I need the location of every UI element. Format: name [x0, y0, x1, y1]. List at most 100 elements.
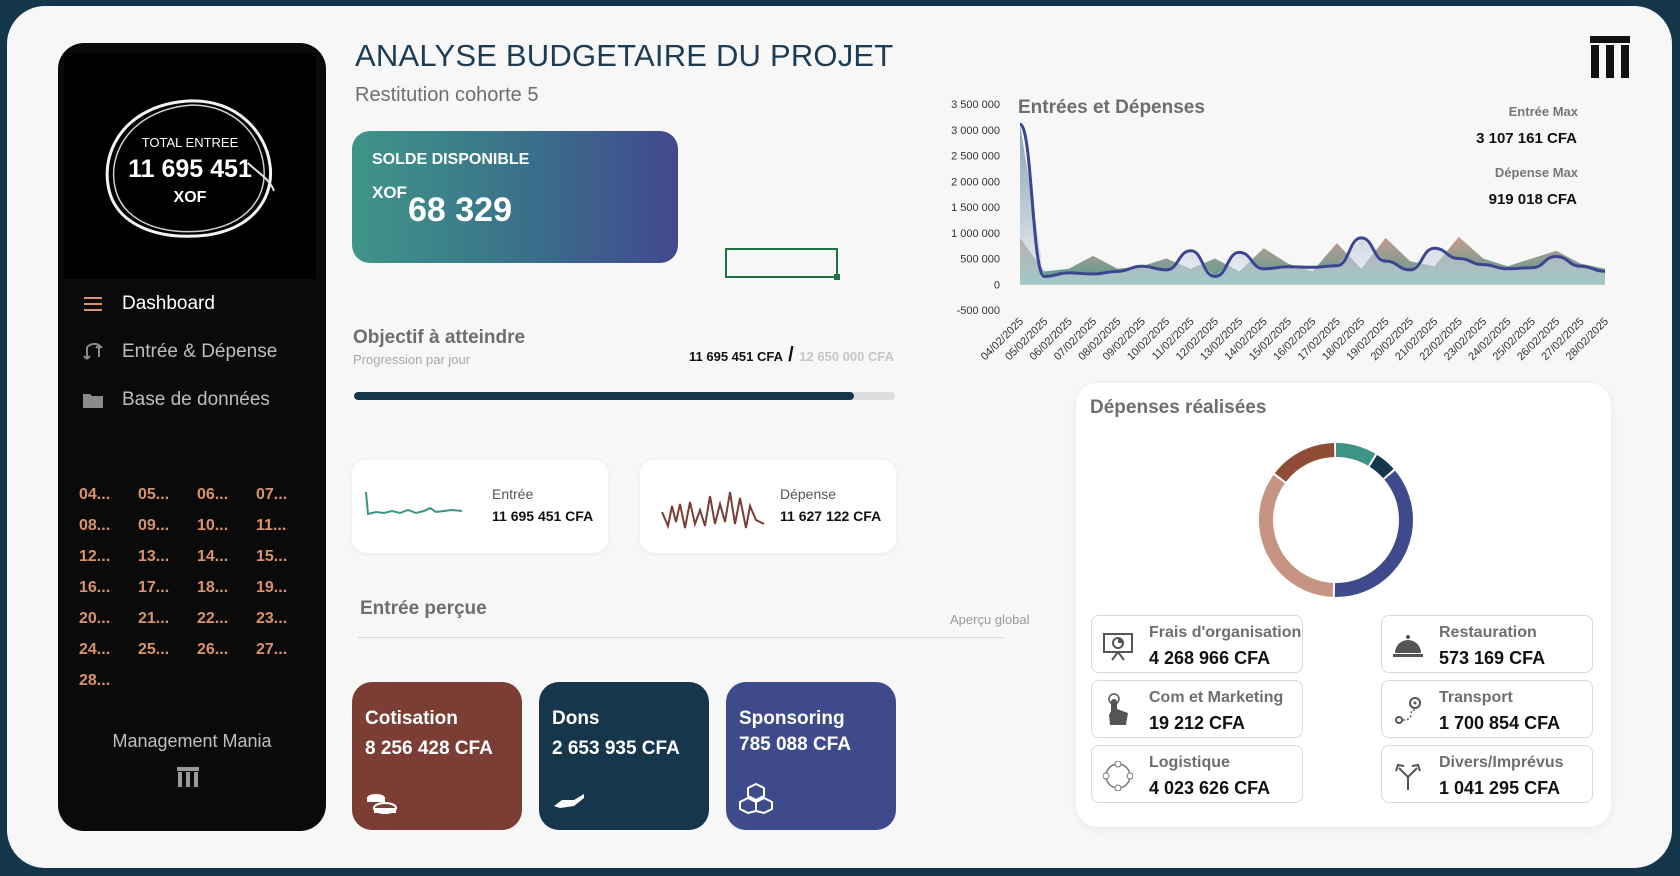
day-filter-button[interactable]: 26...: [197, 641, 229, 658]
day-filter-button[interactable]: 22...: [197, 610, 229, 627]
chart-title: Entrées et Dépenses: [1018, 97, 1205, 118]
nav-base-donnees[interactable]: Base de données: [82, 389, 270, 411]
day-filter-button[interactable]: 16...: [79, 579, 111, 596]
day-filter-button[interactable]: 19...: [256, 579, 288, 596]
page-title: ANALYSE BUDGETAIRE DU PROJET: [355, 38, 894, 73]
cat-logistique-label: Logistique: [1149, 754, 1230, 771]
entree-percue-title: Entrée perçue: [360, 598, 487, 619]
cat-com-marketing-label: Com et Marketing: [1149, 689, 1284, 706]
objectif-progress-bar: [354, 392, 895, 400]
menu-icon: [82, 293, 104, 315]
y-tick-label: 3 500 000: [951, 99, 1000, 111]
hand-drawn-ring-icon: [105, 99, 275, 238]
day-filter-button[interactable]: 08...: [79, 517, 111, 534]
cycle-icon: [1102, 760, 1134, 792]
nav-dashboard[interactable]: Dashboard: [82, 293, 215, 315]
day-filter-grid: 04... 05... 06... 07... 08... 09... 10... 11...…: [79, 486, 319, 693]
tile-sponsoring-label: Sponsoring: [739, 708, 845, 729]
depense-mini-label: Dépense: [780, 486, 837, 502]
depense-mini-value: 11 627 122 CFA: [780, 508, 882, 524]
objectif-target: 12 650 000 CFA: [799, 349, 894, 364]
objectif-separator: /: [788, 344, 794, 366]
day-filter-button[interactable]: 13...: [138, 548, 170, 565]
day-filter-button[interactable]: 12...: [79, 548, 111, 565]
total-entree-panel: TOTAL ENTREE 11 695 451 XOF: [64, 53, 316, 279]
cat-transport-label: Transport: [1439, 689, 1513, 706]
refresh-icon: [82, 341, 104, 363]
boxes-icon: [739, 782, 773, 814]
brand-logo-icon: [1590, 36, 1630, 78]
day-filter-button[interactable]: 23...: [256, 610, 288, 627]
day-filter-button[interactable]: 05...: [138, 486, 170, 503]
cat-restauration: Restauration 573 169 CFA: [1381, 615, 1593, 673]
solde-card: SOLDE DISPONIBLE XOF 68 329: [352, 131, 678, 263]
depenses-donut-chart: [1259, 443, 1413, 597]
tile-cotisation: Cotisation 8 256 428 CFA: [352, 682, 522, 830]
day-filter-button[interactable]: 10...: [197, 517, 229, 534]
day-filter-button[interactable]: 25...: [138, 641, 170, 658]
selected-cell[interactable]: [725, 248, 840, 280]
day-filter-button[interactable]: 20...: [79, 610, 111, 627]
nav-entree-depense[interactable]: Entrée & Dépense: [82, 341, 277, 363]
donut-slice: [1259, 443, 1413, 597]
hand-icon: [554, 794, 584, 808]
cloche-icon: [1392, 630, 1424, 662]
depense-max-value: 919 018 CFA: [1488, 191, 1577, 208]
tile-cotisation-label: Cotisation: [365, 708, 458, 729]
route-icon: [1392, 695, 1424, 727]
y-tick-label: 1 000 000: [951, 228, 1000, 240]
nav-dashboard-label: Dashboard: [122, 293, 215, 314]
donut-slice: [1259, 443, 1413, 597]
tile-cotisation-value: 8 256 428 CFA: [365, 738, 493, 759]
depenses-panel: Dépenses réalisées Frais d'organisation …: [1076, 383, 1611, 827]
cat-com-marketing-value: 19 212 CFA: [1149, 713, 1246, 733]
day-filter-button[interactable]: 24...: [79, 641, 111, 658]
nav-entree-depense-label: Entrée & Dépense: [122, 341, 278, 362]
entree-mini-label: Entrée: [492, 486, 534, 502]
folder-icon: [82, 389, 104, 411]
entree-mini-value: 11 695 451 CFA: [492, 508, 594, 524]
depense-sparkline: [661, 491, 765, 530]
tile-dons: Dons 2 653 935 CFA: [539, 682, 709, 830]
day-filter-button[interactable]: 06...: [197, 486, 229, 503]
solde-value: 68 329: [408, 191, 512, 229]
cat-restauration-label: Restauration: [1439, 624, 1537, 641]
day-filter-button[interactable]: 21...: [138, 610, 170, 627]
entrees-depenses-chart: 3 500 000 3 000 000 2 500 000 2 000 000 1 50…: [951, 99, 1611, 363]
day-filter-button[interactable]: 11...: [256, 517, 287, 534]
cat-divers-imprevus: Divers/Imprévus 1 041 295 CFA: [1381, 745, 1593, 803]
coins-icon: [367, 794, 397, 814]
objectif-current: 11 695 451 CFA: [689, 349, 783, 364]
entree-max-label: Entrée Max: [1508, 104, 1578, 119]
presentation-icon: [1102, 630, 1134, 662]
y-tick-label: 500 000: [960, 254, 1000, 266]
cat-frais-organisation-value: 4 268 966 CFA: [1149, 648, 1271, 668]
nav-base-donnees-label: Base de données: [122, 389, 270, 410]
brand-logo-icon: [177, 767, 199, 787]
apercu-global-link[interactable]: Aperçu global: [950, 612, 1030, 627]
y-tick-label: 3 000 000: [951, 125, 1000, 137]
sidebar: TOTAL ENTREE 11 695 451 XOF Dashboard En…: [58, 43, 326, 831]
total-entree-value: 11 695 451: [128, 155, 252, 183]
day-filter-button[interactable]: 27...: [256, 641, 288, 658]
solde-label: SOLDE DISPONIBLE: [372, 151, 530, 168]
day-filter-button[interactable]: 18...: [197, 579, 229, 596]
total-entree-label: TOTAL ENTREE: [141, 135, 239, 150]
day-filter-button[interactable]: 15...: [256, 548, 288, 565]
y-tick-label: 0: [994, 279, 1000, 291]
day-filter-button[interactable]: 09...: [138, 517, 170, 534]
entree-mini-card: Entrée 11 695 451 CFA: [352, 460, 608, 553]
day-filter-button[interactable]: 17...: [138, 579, 170, 596]
day-filter-button[interactable]: 28...: [79, 672, 111, 689]
day-filter-button[interactable]: 14...: [197, 548, 229, 565]
day-filter-button[interactable]: 07...: [256, 486, 288, 503]
day-filter-button[interactable]: 04...: [79, 486, 111, 503]
cat-divers-imprevus-label: Divers/Imprévus: [1439, 754, 1564, 771]
total-entree-currency: XOF: [173, 189, 207, 206]
y-tick-label: 2 500 000: [951, 151, 1000, 163]
page-subtitle: Restitution cohorte 5: [355, 84, 539, 106]
objectif-title: Objectif à atteindre: [353, 327, 526, 348]
brand-name: Management Mania: [112, 731, 272, 751]
y-tick-label: -500 000: [957, 305, 1000, 317]
cat-transport: Transport 1 700 854 CFA: [1381, 680, 1593, 738]
